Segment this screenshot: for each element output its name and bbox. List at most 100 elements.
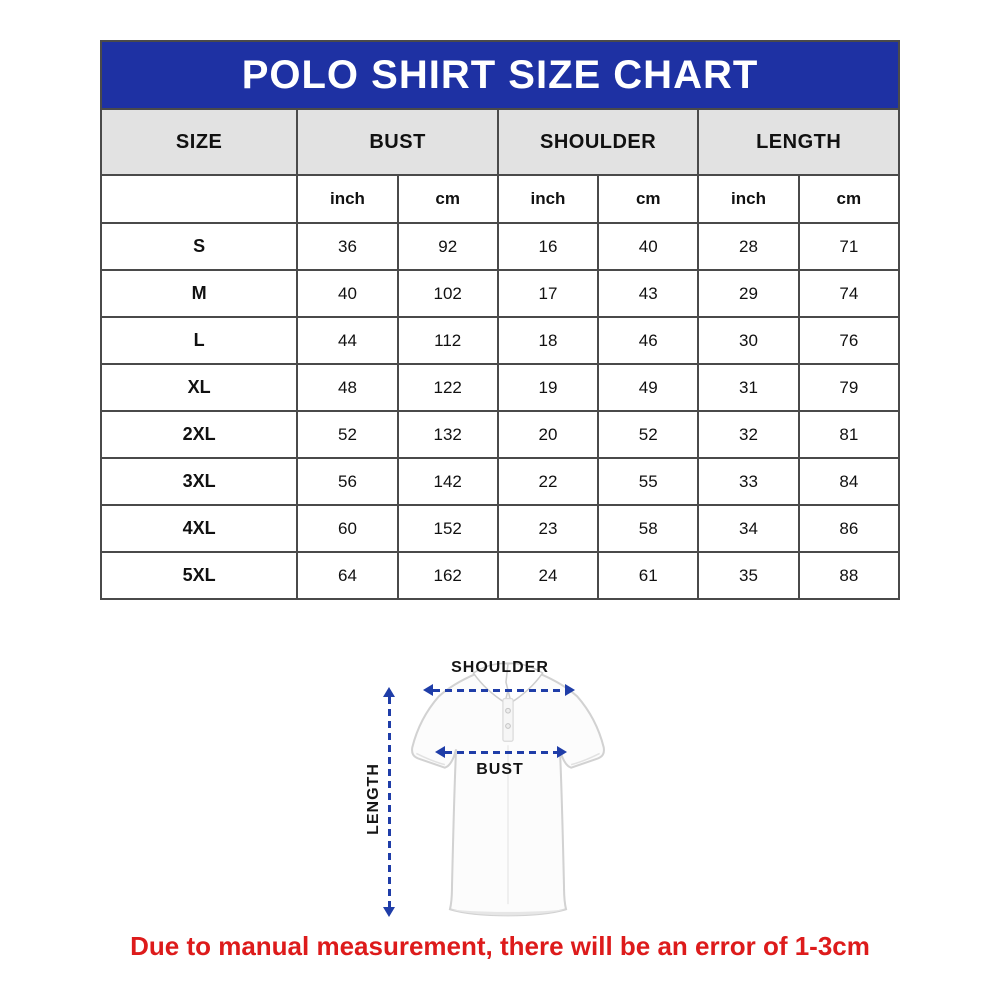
left-cuff-seam	[416, 752, 446, 766]
measurement-value: 29	[697, 269, 800, 318]
measurement-note: Due to manual measurement, there will be…	[130, 931, 870, 961]
measurement-diagram: SHOULDER BUST LENGTH	[330, 635, 680, 940]
collar-right-flap	[505, 662, 544, 704]
measurement-value: 61	[597, 551, 700, 600]
size-label: 2XL	[99, 410, 299, 459]
measurement-value: 34	[697, 504, 800, 553]
unit-header-row: inch cm inch cm inch cm	[99, 174, 901, 224]
measurement-value: 74	[797, 269, 901, 318]
arrowhead-right-icon	[557, 746, 567, 758]
measurement-value: 52	[296, 410, 399, 459]
size-label: 5XL	[99, 551, 299, 600]
measurement-value: 64	[296, 551, 399, 600]
table-row-m: M 40 102 17 43 29 74	[99, 269, 901, 318]
size-label: L	[99, 316, 299, 365]
unit-header-length-cm: cm	[797, 174, 901, 224]
table-row-l: L 44 112 18 46 30 76	[99, 316, 901, 365]
size-label: S	[99, 222, 299, 271]
right-cuff-seam	[570, 752, 600, 766]
shoulder-measure-arrow	[423, 684, 575, 696]
measurement-value: 31	[697, 363, 800, 412]
measurement-value: 23	[496, 504, 600, 553]
measurement-value: 24	[496, 551, 600, 600]
chart-title: POLO SHIRT SIZE CHART	[100, 40, 900, 110]
measurement-value: 33	[697, 457, 800, 506]
measurement-value: 58	[597, 504, 700, 553]
measurement-value: 152	[396, 504, 499, 553]
measurement-value: 86	[797, 504, 901, 553]
measurement-value: 81	[797, 410, 901, 459]
hem-shadow	[449, 909, 567, 916]
table-row-3xl: 3XL 56 142 22 55 33 84	[99, 457, 901, 506]
measurement-value: 44	[296, 316, 399, 365]
measurement-value: 60	[296, 504, 399, 553]
measurement-value: 79	[797, 363, 901, 412]
measurement-value: 20	[496, 410, 600, 459]
measurement-value: 43	[597, 269, 700, 318]
shoulder-label: SHOULDER	[451, 659, 549, 676]
size-label: 3XL	[99, 457, 299, 506]
measurement-value: 30	[697, 316, 800, 365]
measurement-value: 17	[496, 269, 600, 318]
measurement-value: 88	[797, 551, 901, 600]
measurement-value: 49	[597, 363, 700, 412]
table-row-4xl: 4XL 60 152 23 58 34 86	[99, 504, 901, 553]
arrowhead-up-icon	[383, 687, 395, 697]
measurement-value: 56	[296, 457, 399, 506]
dashed-line	[445, 750, 557, 754]
measurement-value: 48	[296, 363, 399, 412]
table-row-xl: XL 48 122 19 49 31 79	[99, 363, 901, 412]
measurement-value: 35	[697, 551, 800, 600]
header-shoulder: SHOULDER	[496, 108, 700, 176]
measurement-value: 28	[697, 222, 800, 271]
unit-header-bust-cm: cm	[396, 174, 499, 224]
measurement-value: 46	[597, 316, 700, 365]
unit-header-shoulder-inch: inch	[496, 174, 600, 224]
dashed-line	[387, 697, 391, 907]
measurement-value: 52	[597, 410, 700, 459]
table-row-2xl: 2XL 52 132 20 52 32 81	[99, 410, 901, 459]
measurement-value: 40	[597, 222, 700, 271]
measurement-value: 162	[396, 551, 499, 600]
measurement-value: 40	[296, 269, 399, 318]
button	[505, 707, 511, 714]
dashed-line	[433, 688, 565, 692]
table-row-s: S 36 92 16 40 28 71	[99, 222, 901, 271]
header-size: SIZE	[99, 108, 299, 176]
bust-label: BUST	[476, 761, 524, 778]
unit-header-length-inch: inch	[697, 174, 800, 224]
unit-header-shoulder-cm: cm	[597, 174, 700, 224]
measurement-value: 18	[496, 316, 600, 365]
arrowhead-down-icon	[383, 907, 395, 917]
polo-shirt-image	[411, 662, 605, 917]
table-row-5xl: 5XL 64 162 24 61 35 88	[99, 551, 901, 600]
arrowhead-left-icon	[423, 684, 433, 696]
measurement-value: 36	[296, 222, 399, 271]
arrowhead-right-icon	[565, 684, 575, 696]
measurement-value: 92	[396, 222, 499, 271]
empty-cell	[99, 174, 299, 224]
length-label: LENGTH	[365, 763, 382, 835]
measurement-value: 16	[496, 222, 600, 271]
measurement-value: 122	[396, 363, 499, 412]
size-label: M	[99, 269, 299, 318]
unit-header-bust-inch: inch	[296, 174, 399, 224]
bust-measure-arrow	[435, 746, 567, 758]
placket	[502, 697, 514, 742]
measurement-value: 55	[597, 457, 700, 506]
size-label: 4XL	[99, 504, 299, 553]
column-group-header-row: SIZE BUST SHOULDER LENGTH	[99, 108, 900, 176]
size-label: XL	[99, 363, 299, 412]
measurement-value: 19	[496, 363, 600, 412]
measurement-value: 142	[396, 457, 499, 506]
measurement-value: 102	[396, 269, 499, 318]
size-chart-table: POLO SHIRT SIZE CHART SIZE BUST SHOULDER…	[99, 40, 901, 600]
header-bust: BUST	[296, 108, 499, 176]
measurement-value: 84	[797, 457, 901, 506]
measurement-value: 112	[396, 316, 499, 365]
measurement-value: 32	[697, 410, 800, 459]
length-measure-arrow	[383, 687, 395, 917]
measurement-value: 76	[797, 316, 901, 365]
title-row: POLO SHIRT SIZE CHART	[100, 40, 900, 110]
